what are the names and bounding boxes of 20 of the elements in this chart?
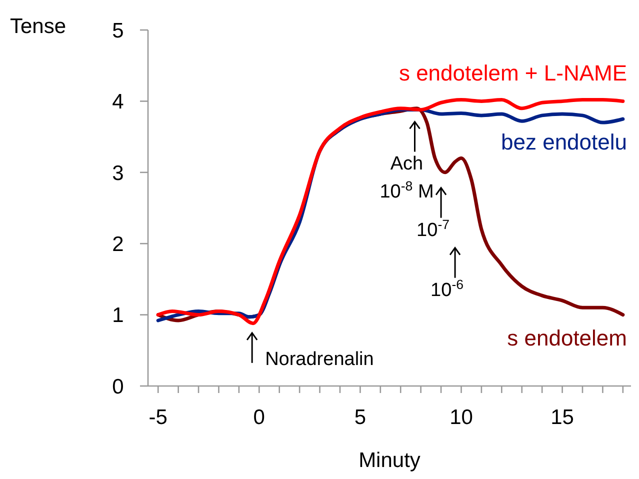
annotation: 10$^{-7}$ [416, 216, 450, 241]
x-tick-label: 15 [550, 406, 574, 429]
x-axis-title: Minuty [358, 449, 421, 472]
series-label: bez endotelu [501, 129, 627, 154]
y-tick-label: 1 [112, 304, 124, 328]
series-label: s endotelem [507, 325, 627, 350]
annotation: Ach 10$^{-8}$ M [380, 154, 434, 203]
x-tick-label: 5 [354, 406, 366, 429]
x-tick-label: 0 [253, 406, 265, 429]
y-axis-title: Tense [10, 15, 66, 38]
y-tick-label: 4 [112, 90, 124, 114]
y-tick-label: 2 [112, 232, 124, 256]
x-tick-label: 10 [450, 406, 473, 429]
series-label: s endotelem + L-NAME [398, 60, 627, 86]
y-tick-label: 5 [112, 19, 124, 42]
annotation: 10$^{-6}$ [430, 276, 464, 301]
y-tick-label: 3 [112, 162, 124, 185]
x-tick-label: -5 [148, 406, 168, 429]
y-tick-label: 0 [112, 375, 124, 398]
annotation: Noradrenalin [265, 348, 374, 370]
